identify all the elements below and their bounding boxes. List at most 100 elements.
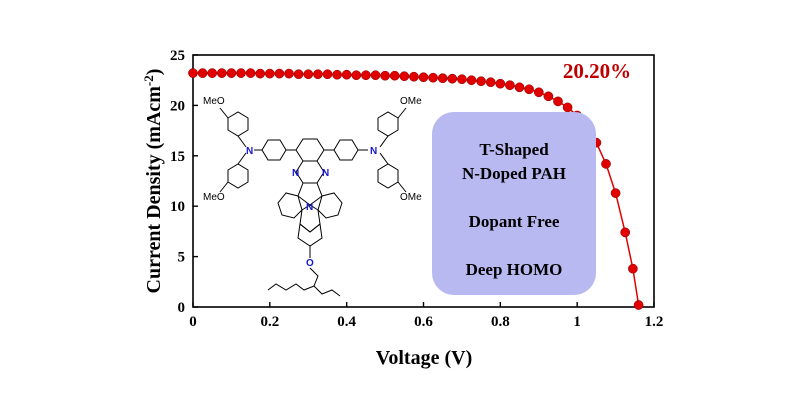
ring-fused-right <box>317 192 343 219</box>
alkyl-chain-right <box>309 267 341 297</box>
x-tick-label: 0.6 <box>414 314 433 330</box>
bond <box>237 152 247 165</box>
data-point <box>601 159 611 169</box>
bond <box>219 107 229 119</box>
data-point <box>495 78 506 89</box>
nitrogen-label-right: N <box>370 146 377 157</box>
ring-pyrrole <box>297 182 323 206</box>
x-tick-label: 1 <box>573 314 581 330</box>
data-point <box>303 69 314 80</box>
data-point <box>628 263 638 274</box>
y-tick-label: 20 <box>170 98 185 114</box>
bond <box>219 181 229 193</box>
data-point <box>610 188 621 198</box>
data-point <box>245 68 256 78</box>
data-point <box>274 68 285 79</box>
y-tick-label: 25 <box>170 48 185 64</box>
data-point <box>351 70 362 81</box>
jv-series <box>188 68 644 310</box>
data-point <box>543 91 554 102</box>
data-point <box>236 68 246 78</box>
data-point <box>505 80 515 91</box>
info-box <box>432 112 596 295</box>
data-point <box>524 84 534 95</box>
data-point <box>370 70 381 81</box>
bond <box>237 135 247 148</box>
ring-right-phenyl <box>333 139 359 161</box>
ring-right-bottom <box>377 163 399 189</box>
methoxy-label-bottom-right: OMe <box>400 192 422 203</box>
data-point <box>553 96 563 107</box>
x-axis-ticks: 0 0.2 0.4 0.6 0.8 1 1.2 <box>189 302 663 330</box>
bond <box>397 107 407 119</box>
y-axis-title: Current Density (mAcm-2) <box>141 69 165 294</box>
data-point <box>322 69 333 80</box>
data-point <box>255 68 266 79</box>
ring-left-phenyl <box>261 139 287 161</box>
data-point <box>418 72 429 83</box>
methoxy-label-bottom-left: MeO <box>203 192 225 203</box>
info-box-line-2: N-Doped PAH <box>462 164 566 183</box>
oxygen-label: O <box>306 258 314 269</box>
data-point <box>226 68 237 78</box>
nitrogen-label-core: N <box>306 202 313 213</box>
bond <box>379 135 389 148</box>
x-tick-label: 0.8 <box>491 314 510 330</box>
x-tick-label: 0 <box>189 314 197 330</box>
data-point <box>197 68 208 78</box>
data-point <box>620 227 631 238</box>
molecule-structure <box>219 107 407 297</box>
data-point <box>514 82 525 93</box>
y-axis-title-main: Current Density (mAcm <box>143 86 165 294</box>
data-point <box>341 69 352 80</box>
data-point <box>562 102 573 113</box>
y-axis-title-close: ) <box>143 69 165 76</box>
data-point <box>216 68 227 78</box>
data-point <box>293 69 304 80</box>
ring-left-bottom <box>227 163 249 189</box>
data-point <box>332 69 342 80</box>
data-point <box>437 73 448 84</box>
y-axis-ticks: 0 5 10 15 20 25 <box>170 48 198 316</box>
methoxy-label-top-right: OMe <box>400 96 422 107</box>
methoxy-label-top-left: MeO <box>203 96 225 107</box>
data-point <box>533 87 544 98</box>
data-point <box>264 68 275 79</box>
bond <box>379 152 389 165</box>
data-point <box>313 69 323 80</box>
alkyl-chain-left <box>267 283 315 291</box>
ring-pyrazine <box>295 160 325 184</box>
data-point <box>361 70 371 81</box>
ring-fused-bottom <box>297 223 323 247</box>
data-point <box>633 300 644 310</box>
data-point <box>207 68 218 78</box>
data-point <box>188 68 198 78</box>
data-point <box>428 72 438 83</box>
data-point <box>284 68 294 79</box>
data-point <box>485 77 496 88</box>
x-tick-label: 1.2 <box>645 314 664 330</box>
y-tick-label: 10 <box>170 199 185 215</box>
ring-fused-left <box>277 192 303 219</box>
data-point <box>409 71 419 82</box>
bond <box>397 181 407 193</box>
y-tick-label: 15 <box>170 149 185 165</box>
nitrogen-label-pyrazine-left: N <box>292 168 299 179</box>
efficiency-label: 20.20% <box>563 59 631 83</box>
ring-central <box>295 138 325 162</box>
y-axis-title-sup: -2 <box>141 75 156 86</box>
info-box-line-3: Dopant Free <box>469 212 560 231</box>
nitrogen-label-left: N <box>246 146 253 157</box>
data-point <box>466 75 477 86</box>
info-box-line-1: T-Shaped <box>479 140 549 159</box>
nitrogen-label-pyrazine-right: N <box>322 168 329 179</box>
y-tick-label: 0 <box>178 300 186 316</box>
data-point <box>389 70 400 81</box>
data-point <box>399 71 410 82</box>
info-box-line-4: Deep HOMO <box>466 260 563 279</box>
x-tick-label: 0.4 <box>337 314 356 330</box>
x-axis-title: Voltage (V) <box>376 347 472 369</box>
data-point <box>380 70 390 81</box>
ring-right-top <box>377 111 399 137</box>
data-point <box>447 73 458 84</box>
